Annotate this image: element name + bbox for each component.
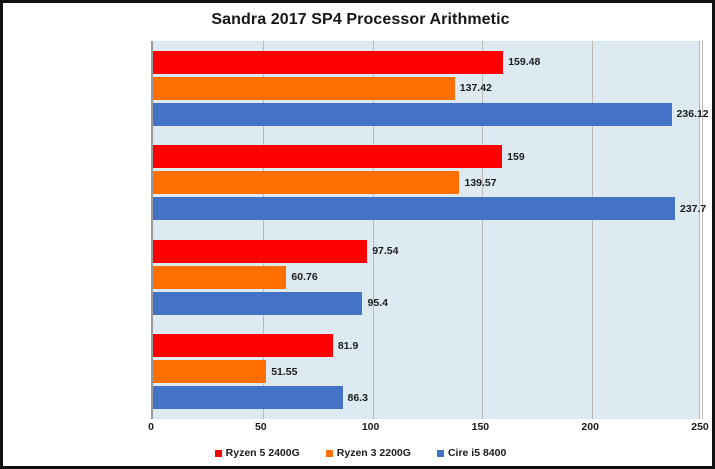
gridline [592,41,594,419]
bar-1[interactable] [153,334,333,358]
x-axis-tick-label: 250 [691,421,709,433]
bar-row: 60.76 [153,265,699,289]
bar-value-label: 51.55 [271,365,298,378]
bar-value-label: 95.4 [367,297,388,310]
bar-value-label: 137.42 [459,82,492,95]
legend-label: Ryzen 3 2200G [336,447,411,459]
legend-swatch-icon [436,449,444,457]
gridline [482,41,484,419]
bar-row: 159.48 [153,50,699,74]
gridline [702,41,703,419]
bar-value-label: 237.7 [679,202,707,215]
legend-swatch-icon [325,449,333,457]
bar-row: 137.42 [153,76,699,100]
bar-2[interactable] [153,171,460,195]
bar-1[interactable] [153,50,504,74]
bar-value-label: 81.9 [337,339,359,352]
bar-2[interactable] [153,360,267,384]
gridline [262,41,264,419]
x-axis-tick-label: 50 [254,421,267,433]
legend-swatch-icon [214,449,222,457]
bar-value-label: 60.76 [291,271,318,284]
bar-3[interactable] [153,197,675,221]
bar-row: 51.55 [153,360,699,384]
bar-value-label: 159 [507,150,525,163]
bar-row: 236.12 [153,102,709,126]
bar-value-label: 97.54 [372,245,399,258]
x-axis-ticks: 0 50 100 150 200 250 [148,421,709,439]
legend-item-2[interactable]: Ryzen 3 2200G [325,447,411,459]
x-axis-tick-label: 0 [148,421,154,433]
legend-item-3[interactable]: Cire i5 8400 [436,447,507,459]
bar-row: 81.9 [153,334,699,358]
bar-2[interactable] [153,265,287,289]
legend-label: Ryzen 5 2400G [225,447,300,459]
bar-row: 95.4 [153,291,699,315]
bar-1[interactable] [153,145,503,169]
x-axis-tick-label: 100 [361,421,380,433]
bar-value-label: 236.12 [676,108,709,121]
bar-row: 139.57 [153,171,699,195]
bar-row: 159 [153,145,699,169]
bar-3[interactable] [153,291,363,315]
bar-3[interactable] [153,386,343,410]
bar-3[interactable] [153,102,672,126]
bar-value-label: 139.57 [464,176,497,189]
bar-1[interactable] [153,239,368,263]
bar-2[interactable] [153,76,455,100]
bar-row: 237.7 [153,197,706,221]
chart-title: Sandra 2017 SP4 Processor Arithmetic [211,11,510,28]
x-axis-tick-label: 150 [471,421,490,433]
x-axis-tick-label: 200 [581,421,599,433]
bar-row: 97.54 [153,239,699,263]
bar-row: 86.3 [153,386,699,410]
gridline [372,41,374,419]
legend-label: Cire i5 8400 [447,447,507,459]
bar-value-label: 159.48 [508,56,541,69]
bar-value-label: 86.3 [347,391,368,404]
chart-legend: Ryzen 5 2400G Ryzen 3 2200G Cire i5 8400 [3,447,712,459]
legend-item-1[interactable]: Ryzen 5 2400G [214,447,300,459]
